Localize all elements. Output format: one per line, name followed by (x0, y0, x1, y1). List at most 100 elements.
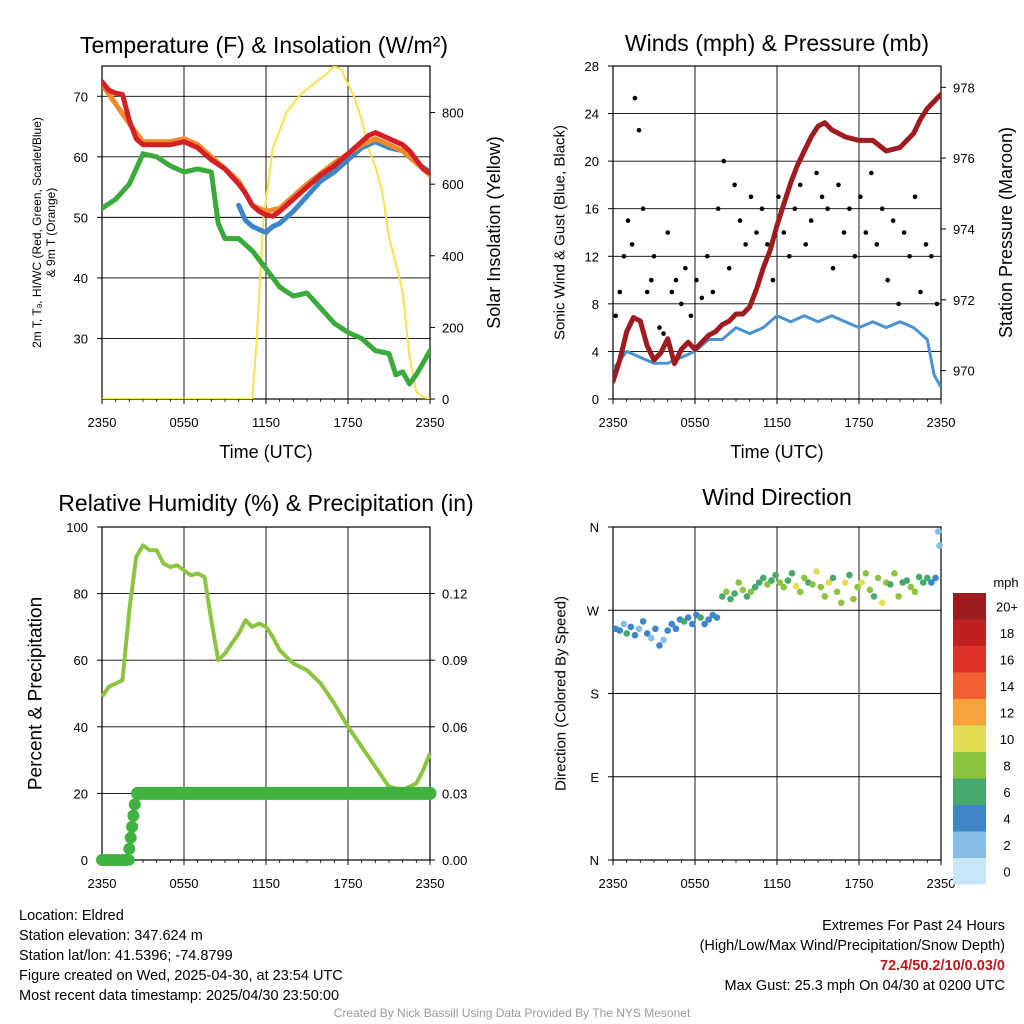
wind-gust-point (825, 206, 830, 211)
wind-gust-point (673, 277, 679, 283)
dir-point (705, 616, 712, 623)
dir-point (652, 625, 659, 633)
dir-point (784, 577, 792, 584)
wind-gust-point (732, 182, 737, 188)
colorbar-label: 0 (1003, 864, 1010, 879)
dir-point (656, 642, 663, 649)
dir-point (837, 599, 845, 607)
colorbar-label: 2 (1003, 838, 1010, 853)
rh-xtick-label: 2350 (416, 876, 445, 891)
dir-point (747, 588, 755, 596)
colorbar-label: 18 (1000, 626, 1014, 641)
rh-precip-point (124, 831, 137, 844)
extremes-title: Extremes For Past 24 Hours (822, 918, 1005, 934)
wind-gust-point (879, 206, 885, 211)
wind-xtick-label: 2350 (927, 415, 956, 430)
dir-point (623, 630, 630, 637)
wind-gust-point (776, 194, 781, 200)
dir-point (792, 582, 800, 590)
rh-precip-point (396, 787, 409, 800)
wind-gust-point (836, 182, 841, 188)
wind-ylabel-right: Station Pressure (Maroon) (996, 127, 1016, 338)
dir-point (755, 579, 763, 586)
colorbar-swatch (953, 858, 986, 885)
wind-gust-point (661, 331, 666, 336)
rh-precip-point (178, 787, 190, 800)
dir-point (643, 630, 651, 637)
temp-xtick-label: 1150 (252, 415, 280, 430)
colorbar-swatch (953, 778, 986, 805)
colorbar-swatch (953, 593, 986, 620)
dir-point (776, 579, 783, 586)
dir-point (772, 571, 779, 579)
colorbar-swatch (953, 646, 986, 673)
dir-title: Wind Direction (702, 484, 852, 510)
dir-point (660, 636, 667, 644)
dir-point (713, 614, 721, 621)
dir-point (739, 586, 747, 594)
wind-gust-point (808, 218, 814, 223)
colorbar-swatch (953, 831, 986, 858)
dir-point (936, 542, 943, 549)
dir-point (862, 570, 870, 577)
dir-point (796, 588, 804, 596)
wind-xtick-label: 2350 (599, 415, 628, 430)
dir-point (780, 583, 788, 591)
temp-ytick-label: 60 (74, 150, 88, 165)
station-info: Location: Eldred Station elevation: 347.… (19, 906, 343, 1006)
dir-point (813, 568, 820, 575)
colorbar-label: 6 (1003, 785, 1010, 800)
rh-xtick-label: 1750 (334, 876, 363, 891)
extremes-values: 72.4/50.2/10/0.03/0 (880, 958, 1005, 974)
wind-gust-point (629, 242, 635, 247)
temp-ytick-right-label: 0 (442, 392, 449, 407)
wind-gust-point (657, 325, 662, 330)
dir-point (719, 593, 726, 600)
wind-gust-point (759, 206, 765, 211)
dir-point (701, 620, 708, 628)
wind-ylabel-left: Sonic Wind & Gust (Blue, Black) (552, 125, 569, 340)
temp-xtick-label: 2350 (416, 415, 445, 430)
colorbar-swatch (953, 672, 986, 699)
wind-gust-point (754, 230, 759, 235)
dir-point (639, 618, 647, 625)
rh-ytick-label: 40 (74, 720, 88, 735)
wind-ytick-label: 12 (585, 249, 599, 264)
wind-gust-point (814, 170, 819, 176)
temp-xlabel: Time (UTC) (219, 442, 312, 462)
colorbar-label: 16 (1000, 652, 1014, 667)
wind-gust-point (636, 127, 642, 133)
rh-ytick-right-label: 0.03 (442, 786, 467, 801)
wind-series-group (613, 91, 941, 388)
wind-gust-point (918, 289, 923, 295)
rh-precip-point (424, 787, 436, 800)
wind-gust-point (792, 206, 798, 211)
wind-gust-point (617, 289, 623, 295)
dir-xtick-label: 1150 (763, 876, 791, 891)
wind-ytick-label: 20 (585, 154, 599, 169)
dir-point (829, 574, 837, 582)
wind-gust-point (665, 230, 670, 235)
station-elevation: Station elevation: 347.624 m (19, 928, 203, 944)
wind-gust-point (715, 206, 721, 211)
temp-series-group (102, 66, 430, 399)
colorbar-title: mph (993, 575, 1018, 590)
temp-ytick-label: 70 (74, 89, 88, 104)
dir-point (697, 614, 704, 621)
colorbar-swatch (953, 725, 986, 752)
dir-series-group (613, 528, 943, 649)
temp-series-td (102, 151, 430, 387)
dir-point (731, 590, 738, 597)
wind-ytick-label: 0 (592, 392, 599, 407)
dir-point (924, 574, 931, 582)
colorbar-swatch (953, 699, 986, 726)
wind-gust-point (621, 253, 627, 259)
dir-point (627, 623, 635, 631)
temp-ytick-right-label: 400 (442, 249, 464, 264)
dir-point (928, 579, 935, 586)
wind-ytick-label: 16 (585, 202, 599, 217)
wind-gust-point (787, 253, 792, 259)
temp-series-2m-t (102, 79, 430, 219)
wind-gust-point (748, 194, 754, 200)
